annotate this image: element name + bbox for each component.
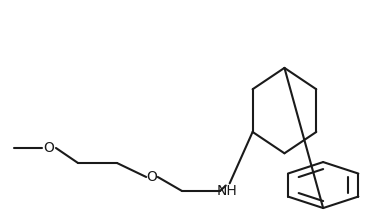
Text: NH: NH — [217, 184, 237, 198]
Text: O: O — [44, 141, 55, 155]
Text: O: O — [147, 170, 158, 184]
